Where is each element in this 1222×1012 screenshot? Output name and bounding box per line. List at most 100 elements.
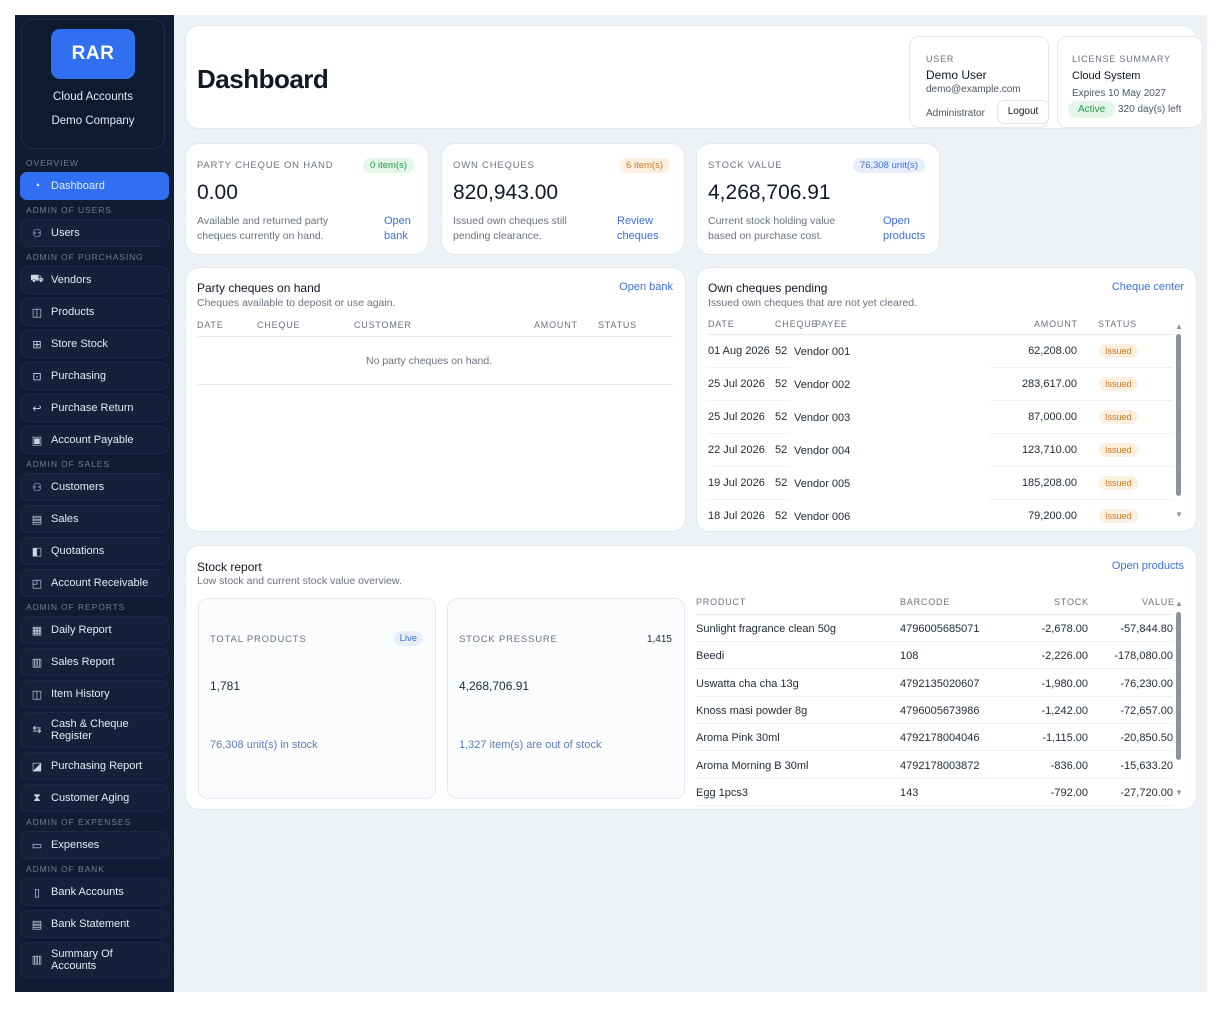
product-barcode: 143 [900,786,919,799]
scroll-up-arrow-icon[interactable]: ▲ [1175,322,1183,331]
scroll-down-arrow-icon[interactable]: ▼ [1175,788,1183,797]
column-header-cheque[interactable]: CHEQUE [775,319,819,329]
column-header-stock[interactable]: STOCK [1054,597,1089,607]
open-products-link[interactable]: Open products [1111,560,1184,572]
sidebar-item-label: Purchasing [51,370,107,382]
table-row[interactable]: Egg 1pcs3 143 -792.00 -27,720.00 [696,779,1173,806]
sidebar-item-label: Quotations [51,545,105,557]
sidebar-item-purchasing[interactable]: ⊡ Purchasing [20,362,169,390]
sidebar-item-purchasing-report[interactable]: ◪ Purchasing Report [20,752,169,780]
scroll-up-arrow-icon[interactable]: ▲ [1175,599,1183,608]
table-row[interactable]: 25 Jul 2026 52 Vendor 002 283,617.00 Issued [708,368,1173,401]
sidebar-item-purchase-return[interactable]: ↩ Purchase Return [20,394,169,422]
sidebar-item-users[interactable]: ⚇ Users [20,219,169,247]
table-row[interactable]: 22 Jul 2026 52 Vendor 004 123,710.00 Issued [708,434,1173,467]
cheque-date: 01 Aug 2026 [708,345,770,357]
column-header-barcode[interactable]: BARCODE [900,597,951,607]
review-cheques-link[interactable]: Review cheques [617,215,659,242]
license-expiry: Expires 10 May 2027 [1072,88,1166,99]
open-bank-link[interactable]: Open bank [384,215,411,242]
product-stock: -836.00 [1050,759,1088,772]
vertical-scrollbar[interactable] [1176,612,1181,760]
license-status-badge: Active [1068,101,1116,118]
stat-title: PARTY CHEQUE ON HAND [197,160,334,171]
payee-name: Vendor 005 [790,467,990,500]
status-badge: Issued [1099,476,1138,490]
table-row[interactable]: Knoss masi powder 8g 4796005673986 -1,242.… [696,697,1173,724]
cheque-date: 19 Jul 2026 [708,477,765,489]
cheque-center-link[interactable]: Cheque center [1111,281,1184,293]
sidebar-item-label: Customers [51,481,105,493]
column-header-customer[interactable]: CUSTOMER [354,320,412,330]
column-header-product[interactable]: PRODUCT [696,597,747,607]
sidebar-item-item-history[interactable]: ◫ Item History [20,680,169,708]
table-row[interactable]: 25 Jul 2026 52 Vendor 003 87,000.00 Issued [708,401,1173,434]
sidebar-item-label: Products [51,306,95,318]
cheque-amount: 87,000.00 [1028,411,1077,423]
sidebar-item-cash-cheque-register[interactable]: ⇆ Cash & Cheque Register [20,712,169,748]
cheque-number: 52 [775,411,788,423]
table-row[interactable]: Sunlight fragrance clean 50g 479600568507… [696,615,1173,642]
product-value: -15,633.20 [1120,759,1173,772]
panel-title: Own cheques pending [708,281,828,295]
product-barcode: 108 [900,650,919,663]
product-name: Egg 1pcs3 [696,786,748,799]
sidebar-item-vendors[interactable]: ⛟ Vendors [20,266,169,294]
sidebar-item-customer-aging[interactable]: ⧗ Customer Aging [20,784,169,812]
stock-report-panel: Stock report Low stock and current stock… [185,545,1197,810]
calendar-icon: ▦ [31,624,43,637]
open-bank-link[interactable]: Open bank [619,281,673,293]
license-system: Cloud System [1072,70,1141,82]
column-header-status[interactable]: STATUS [598,320,637,330]
stat-badge: 0 item(s) [363,158,414,173]
column-header-amount[interactable]: AMOUNT [1034,319,1078,329]
column-header-payee[interactable]: PAYEE [815,319,848,329]
sidebar-item-sales[interactable]: ▤ Sales [20,505,169,533]
cheque-amount: 283,617.00 [1021,378,1077,390]
sidebar-item-bank-statement[interactable]: ▤ Bank Statement [20,910,169,938]
stock-pressure-card: STOCK PRESSURE 1,415 4,268,706.91 1,327 … [447,598,685,799]
user-label: USER [926,54,955,64]
scroll-down-arrow-icon[interactable]: ▼ [1175,510,1183,519]
table-row[interactable]: Aroma Pink 30ml 4792178004046 -1,115.00 -20… [696,724,1173,752]
sidebar-item-summary-of-accounts[interactable]: ▥ Summary Of Accounts [20,942,169,978]
table-row[interactable]: Uswatta cha cha 13g 4792135020607 -1,980.0… [696,670,1173,697]
license-title: LICENSE SUMMARY [1072,54,1171,64]
table-row[interactable]: 01 Aug 2026 52 Vendor 001 62,208.00 Issued [708,335,1173,368]
cheque-amount: 62,208.00 [1028,345,1077,357]
logout-button[interactable]: Logout [997,100,1049,124]
table-row[interactable]: 18 Jul 2026 52 Vendor 006 79,200.00 Issued [708,500,1173,531]
sidebar-item-dashboard[interactable]: ◔ Dashboard [20,172,169,200]
sidebar-item-store-stock[interactable]: ⊞ Store Stock [20,330,169,358]
sidebar-item-label: Customer Aging [51,792,130,804]
sidebar-item-label: Store Stock [51,338,108,350]
table-row[interactable]: Aroma Morning B 30ml 4792178003872 -836.00… [696,752,1173,779]
table-row[interactable]: 19 Jul 2026 52 Vendor 005 185,208.00 Issued [708,467,1173,500]
column-header-date[interactable]: DATE [708,319,735,329]
boxes-icon: ⊞ [32,338,42,351]
product-stock: -1,242.00 [1041,704,1088,717]
cheque-amount: 79,200.00 [1028,510,1077,522]
sidebar-item-daily-report[interactable]: ▦ Daily Report [20,616,169,644]
sidebar-item-bank-accounts[interactable]: ▯ Bank Accounts [20,878,169,906]
table-row[interactable]: Beedi 108 -2,226.00 -178,080.00 [696,642,1173,670]
sidebar-item-account-payable[interactable]: ▣ Account Payable [20,426,169,454]
sidebar-item-quotations[interactable]: ◧ Quotations [20,537,169,565]
sidebar-item-account-receivable[interactable]: ◰ Account Receivable [20,569,169,597]
company-logo[interactable]: RAR [51,29,135,79]
cheque-date: 25 Jul 2026 [708,411,765,423]
sidebar-item-customers[interactable]: ⚇ Customers [20,473,169,501]
open-products-link[interactable]: Open products [883,215,926,242]
column-header-amount[interactable]: AMOUNT [534,320,578,330]
column-header-status[interactable]: STATUS [1098,319,1137,329]
column-header-cheque[interactable]: CHEQUE [257,320,301,330]
sidebar-item-label: Users [51,227,80,239]
vertical-scrollbar[interactable] [1176,334,1181,496]
column-header-value[interactable]: VALUE [1142,597,1175,607]
sidebar-item-expenses[interactable]: ▭ Expenses [20,831,169,859]
stock-pressure-title: STOCK PRESSURE [459,634,558,645]
sidebar-item-sales-report[interactable]: ▥ Sales Report [20,648,169,676]
column-header-date[interactable]: DATE [197,320,224,330]
sidebar-item-label: Dashboard [51,180,105,192]
sidebar-item-products[interactable]: ◫ Products [20,298,169,326]
